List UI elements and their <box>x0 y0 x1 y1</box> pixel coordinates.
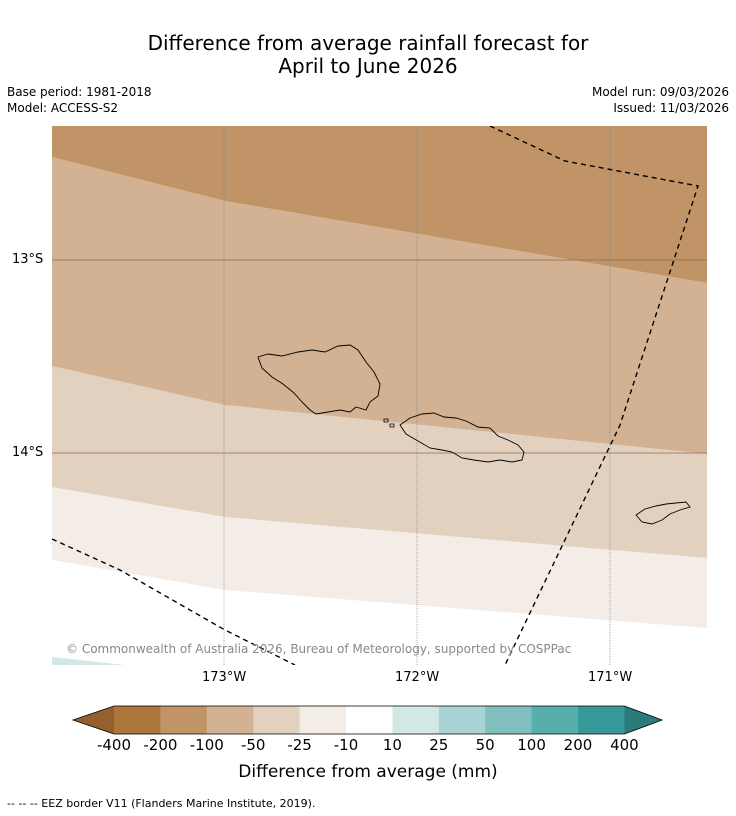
colorbar-under-arrow <box>73 706 114 734</box>
model-run: Model run: 09/03/2026 <box>591 85 729 99</box>
copyright-notice: © Commonwealth of Australia 2026, Bureau… <box>66 642 571 656</box>
colorbar-segment <box>438 706 486 734</box>
manono-island <box>383 418 389 423</box>
colorbar-tick-label: -100 <box>189 736 224 754</box>
colorbar-segment <box>114 706 161 734</box>
colorbar-outline <box>71 705 664 735</box>
apolima-island <box>389 423 395 428</box>
eez-border-north <box>489 126 699 665</box>
colorbar-tick-label: 25 <box>429 736 449 754</box>
map-title-line2: April to June 2026 <box>278 54 458 78</box>
colorbar-tick-label: 200 <box>563 736 593 754</box>
colorbar-tick-label: -400 <box>96 736 132 754</box>
band-10-to-25-teal <box>52 657 125 665</box>
colorbar-tick-label: 400 <box>610 736 639 754</box>
colorbar-segment <box>253 706 301 734</box>
map-title-line1: Difference from average rainfall forecas… <box>147 31 589 55</box>
colorbar-tick-label: 10 <box>382 736 402 754</box>
meta-right: Model run: 09/03/2026 Issued: 11/03/2026 <box>592 84 729 116</box>
eez-legend-note: -- -- -- EEZ border V11 (Flanders Marine… <box>7 797 316 810</box>
band-minus200-minus100 <box>52 126 707 283</box>
colorbar-tick-label: -50 <box>240 736 266 754</box>
colorbar-tick-label: -25 <box>287 736 312 754</box>
upolu-island <box>399 412 525 463</box>
colorbar-segment <box>346 706 393 734</box>
colorbar-segment <box>531 706 579 734</box>
band-minus50-minus25 <box>52 366 707 558</box>
lon-label-173w: 173°W <box>202 670 247 685</box>
lat-label-14s: 14°S <box>12 445 44 460</box>
band-minus100-minus50 <box>52 157 707 454</box>
colorbar-tick-label: 50 <box>475 736 495 754</box>
tutuila-island <box>635 501 691 525</box>
colorbar-segment <box>578 706 625 734</box>
model-name: Model: ACCESS-S2 <box>7 101 119 115</box>
map-area: © Commonwealth of Australia 2026, Bureau… <box>52 126 707 665</box>
base-period: Base period: 1981-2018 <box>7 85 152 99</box>
lon-label-172w: 172°W <box>395 670 440 685</box>
colorbar-tick-label: 100 <box>517 736 546 754</box>
colorbar-tick-label: -10 <box>333 736 359 754</box>
eez-border-southwest <box>52 538 296 665</box>
savaii-island <box>257 344 381 415</box>
colorbar-tick-label: -200 <box>143 736 178 754</box>
colorbar <box>71 705 664 735</box>
colorbar-segment <box>299 706 347 734</box>
meta-left: Base period: 1981-2018 Model: ACCESS-S2 <box>7 84 152 116</box>
colorbar-title: Difference from average (mm) <box>238 762 498 782</box>
colorbar-segment <box>206 706 254 734</box>
lon-label-171w: 171°W <box>588 670 633 685</box>
colorbar-segment <box>160 706 208 734</box>
colorbar-over-arrow <box>624 706 662 734</box>
colorbar-segment <box>392 706 440 734</box>
lat-label-13s: 13°S <box>12 252 44 267</box>
colorbar-segment <box>485 706 533 734</box>
band-minus25-minus10 <box>52 487 707 628</box>
issued-date: Issued: 11/03/2026 <box>613 101 729 115</box>
